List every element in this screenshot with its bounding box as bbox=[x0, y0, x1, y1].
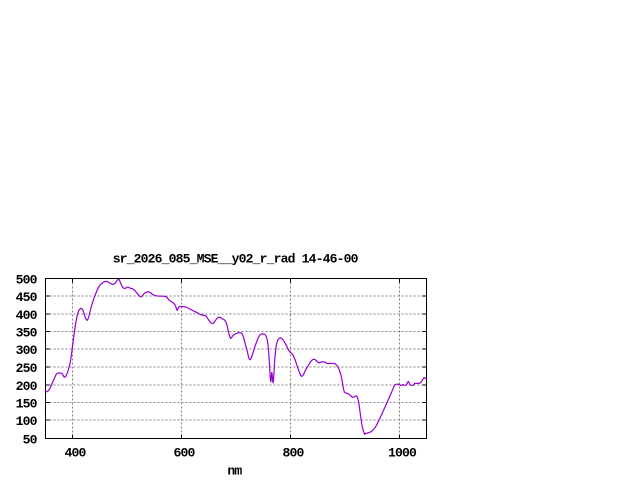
svg-text:450: 450 bbox=[16, 290, 38, 305]
svg-text:600: 600 bbox=[174, 445, 196, 460]
svg-text:500: 500 bbox=[16, 273, 38, 288]
svg-text:350: 350 bbox=[16, 326, 38, 341]
svg-text:800: 800 bbox=[283, 445, 305, 460]
svg-text:250: 250 bbox=[16, 361, 38, 376]
svg-text:150: 150 bbox=[16, 397, 38, 412]
svg-text:400: 400 bbox=[65, 445, 87, 460]
svg-text:100: 100 bbox=[16, 414, 38, 429]
svg-text:50: 50 bbox=[23, 433, 38, 448]
svg-text:400: 400 bbox=[16, 308, 38, 323]
svg-text:sr_2026_085_MSE__y02_r_rad 14-: sr_2026_085_MSE__y02_r_rad 14-46-00 bbox=[113, 252, 359, 267]
svg-text:300: 300 bbox=[16, 343, 38, 358]
svg-text:1000: 1000 bbox=[388, 445, 417, 460]
svg-text:200: 200 bbox=[16, 379, 38, 394]
svg-text:nm: nm bbox=[227, 464, 242, 479]
